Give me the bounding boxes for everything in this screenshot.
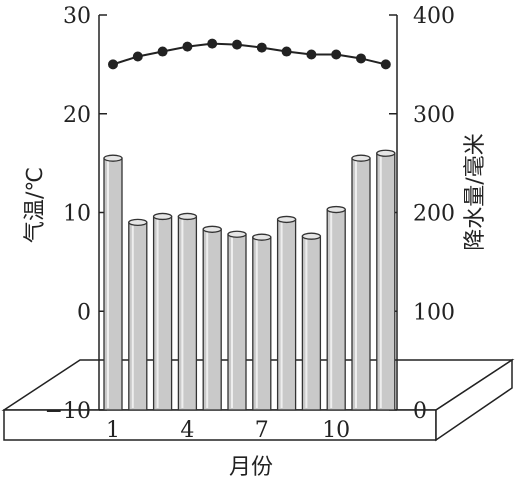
precip-bar xyxy=(128,218,148,411)
temperature-point xyxy=(232,39,242,50)
temperature-curve xyxy=(112,42,387,66)
temperature-point xyxy=(356,53,366,64)
temperature-point xyxy=(182,41,193,52)
temperature-point xyxy=(281,46,292,57)
temperature-point xyxy=(380,59,391,70)
left-axis-ticks: −10 0 10 20 30 xyxy=(45,4,107,424)
x-axis-ticks: 1 4 7 10 xyxy=(106,418,350,443)
precip-bar xyxy=(252,233,272,411)
right-tick-label: 200 xyxy=(413,202,455,227)
precip-bar xyxy=(351,154,371,411)
precip-bar xyxy=(376,149,396,411)
precipitation-bars xyxy=(103,149,396,411)
temperature-point xyxy=(207,38,218,49)
right-tick-label: 100 xyxy=(413,300,455,325)
temperature-point xyxy=(157,46,168,57)
temperature-point xyxy=(306,49,317,60)
left-axis-title: 气温/℃ xyxy=(23,167,48,243)
right-tick-label: 400 xyxy=(413,4,455,29)
left-tick-label: 30 xyxy=(63,4,91,29)
precip-bar xyxy=(301,232,322,411)
x-tick-label: 1 xyxy=(106,418,120,443)
left-tick-label: 20 xyxy=(63,103,91,128)
right-axis-title: 降水量/毫米 xyxy=(463,133,488,250)
left-tick-label: −10 xyxy=(45,399,91,424)
temperature-point xyxy=(331,49,342,60)
x-tick-label: 7 xyxy=(255,418,269,443)
x-axis-title: 月份 xyxy=(229,455,273,480)
left-tick-label: 10 xyxy=(63,202,91,227)
right-axis-ticks: 0 100 200 300 400 xyxy=(389,4,455,424)
precip-bar xyxy=(276,215,297,411)
temperature-point xyxy=(256,42,267,53)
temperature-line xyxy=(108,38,391,70)
precip-bar xyxy=(202,225,222,411)
base-plate-side xyxy=(435,358,513,442)
right-tick-label: 0 xyxy=(413,399,427,424)
precip-bar xyxy=(326,205,346,411)
x-tick-label: 10 xyxy=(322,418,350,443)
x-tick-label: 4 xyxy=(180,418,194,443)
precip-bar xyxy=(177,212,198,411)
right-tick-label: 300 xyxy=(413,103,455,128)
precip-bar xyxy=(227,230,247,411)
precip-bar xyxy=(152,212,173,411)
precip-bar xyxy=(103,154,123,411)
temperature-point xyxy=(132,51,143,62)
temperature-point xyxy=(108,59,118,70)
left-tick-label: 0 xyxy=(77,300,91,325)
